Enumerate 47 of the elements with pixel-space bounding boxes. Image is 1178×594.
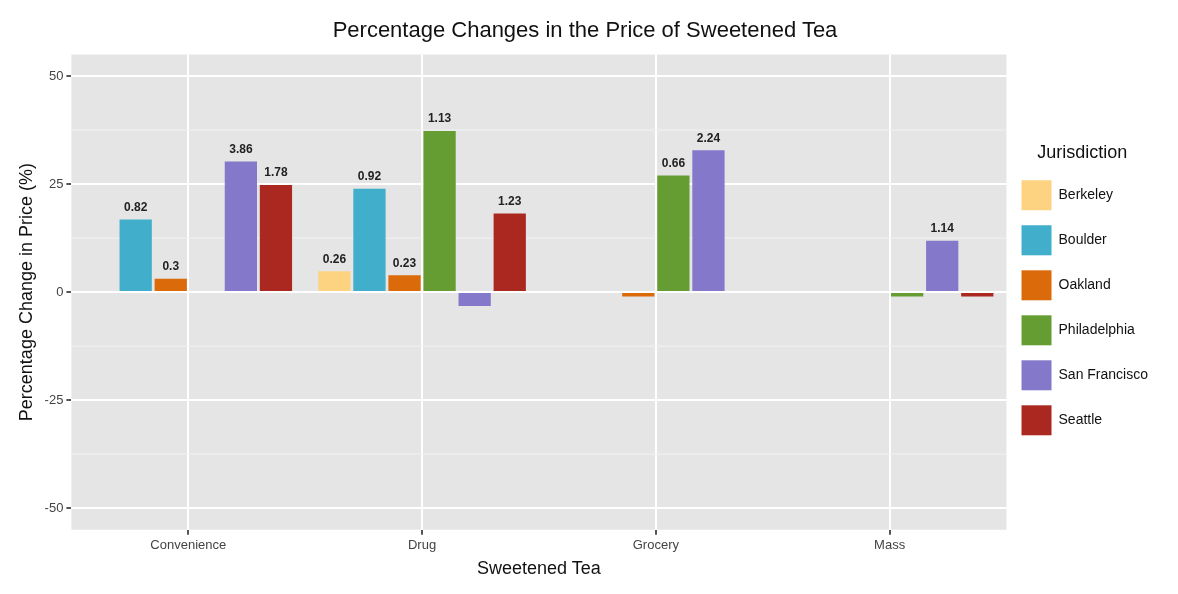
y-tick-label: 25 bbox=[48, 175, 64, 191]
bar bbox=[154, 278, 187, 292]
annotation: 0.66 bbox=[661, 155, 686, 170]
annotation: 1.14 bbox=[930, 220, 955, 235]
legend-label: Seattle bbox=[1058, 411, 1103, 428]
chart-title: Percentage Changes in the Price of Sweetened Tea bbox=[332, 17, 839, 43]
bar bbox=[493, 213, 526, 292]
x-tick-label: Drug bbox=[407, 537, 437, 553]
annotation: 0.3 bbox=[162, 259, 180, 274]
annotation: 0.23 bbox=[392, 255, 417, 270]
x-tick-label: Convenience bbox=[150, 537, 227, 553]
y-tick-label: 0 bbox=[56, 283, 64, 299]
bar bbox=[692, 150, 725, 292]
annotation: 0.92 bbox=[357, 169, 382, 184]
bar bbox=[926, 240, 959, 292]
annotation: 1.13 bbox=[427, 111, 452, 126]
x-tick-label: Mass bbox=[874, 537, 906, 553]
bar bbox=[353, 188, 386, 292]
x-tick-label: Grocery bbox=[632, 537, 680, 553]
y-tick-label: -25 bbox=[44, 391, 64, 407]
annotation: 3.86 bbox=[229, 141, 253, 156]
legend-title: Jurisdiction bbox=[1037, 141, 1128, 162]
x-axis-title: Sweetened Tea bbox=[477, 558, 602, 579]
bar bbox=[259, 184, 293, 292]
annotation: 0.26 bbox=[322, 251, 347, 266]
bar bbox=[119, 219, 152, 292]
y-tick-label: -50 bbox=[44, 499, 64, 515]
bar bbox=[224, 161, 258, 292]
legend-label: San Francisco bbox=[1058, 366, 1149, 383]
y-axis-title: Percentage Change in Price (%) bbox=[15, 163, 36, 422]
legend-label: Philadelphia bbox=[1058, 321, 1136, 338]
legend-label: Berkeley bbox=[1058, 186, 1113, 203]
annotation: 1.23 bbox=[498, 193, 522, 208]
legend-label: Oakland bbox=[1058, 276, 1111, 293]
y-tick-label: 50 bbox=[48, 67, 64, 83]
bar bbox=[961, 293, 994, 297]
bar bbox=[458, 293, 491, 306]
bar bbox=[423, 130, 456, 292]
bar bbox=[891, 293, 924, 297]
bar bbox=[622, 293, 655, 297]
bar bbox=[388, 275, 421, 292]
bar bbox=[318, 271, 351, 292]
annotation: 0.82 bbox=[124, 199, 148, 214]
annotation: 2.24 bbox=[696, 130, 721, 145]
annotation: 1.78 bbox=[264, 165, 288, 180]
legend-label: Boulder bbox=[1058, 231, 1108, 248]
bar bbox=[657, 175, 690, 292]
